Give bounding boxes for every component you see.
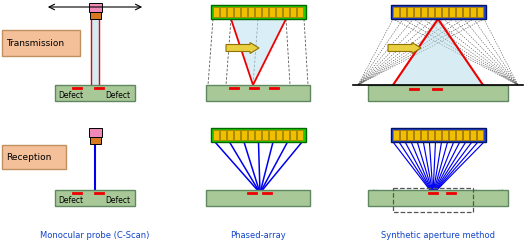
Bar [393, 188, 473, 212]
Bar [262, 7, 268, 17]
Bar [234, 7, 240, 17]
Bar [211, 128, 306, 142]
Bar [456, 130, 462, 140]
Bar [90, 12, 101, 19]
FancyArrow shape [226, 43, 259, 53]
Bar [55, 85, 135, 101]
Bar [391, 128, 486, 142]
Bar [220, 7, 226, 17]
Bar [55, 190, 135, 206]
Bar [283, 7, 289, 17]
Bar [368, 85, 508, 101]
Bar [414, 130, 420, 140]
Bar [206, 85, 310, 101]
Bar [470, 7, 476, 17]
Bar [463, 7, 469, 17]
Bar [421, 130, 427, 140]
Bar [428, 7, 434, 17]
Bar [442, 130, 448, 140]
Bar [414, 7, 420, 17]
Bar [393, 7, 399, 17]
Bar [206, 190, 310, 206]
Bar [463, 130, 469, 140]
Bar [290, 7, 296, 17]
Text: Defect: Defect [105, 90, 130, 99]
Text: Monocular probe (C-Scan): Monocular probe (C-Scan) [40, 231, 149, 240]
Bar [220, 130, 226, 140]
Bar [297, 7, 303, 17]
Bar [407, 130, 413, 140]
Bar [407, 7, 413, 17]
Bar [449, 7, 455, 17]
Bar [89, 128, 102, 137]
Bar [227, 7, 233, 17]
Bar [428, 130, 434, 140]
Bar [276, 130, 282, 140]
Text: Phased-array: Phased-array [230, 231, 286, 240]
Bar [90, 137, 101, 144]
Text: Defect: Defect [105, 196, 130, 205]
Text: Synthetic aperture method: Synthetic aperture method [381, 231, 495, 240]
Bar [241, 7, 247, 17]
Bar [435, 130, 441, 140]
Bar [248, 130, 254, 140]
Bar [255, 130, 261, 140]
Bar [269, 130, 275, 140]
Bar [449, 130, 455, 140]
Bar [276, 7, 282, 17]
Text: Reception: Reception [6, 153, 51, 162]
FancyArrow shape [388, 43, 421, 53]
Bar [2, 30, 80, 56]
Bar [234, 130, 240, 140]
Polygon shape [231, 19, 286, 85]
Polygon shape [393, 19, 483, 85]
Bar [477, 130, 483, 140]
Bar [400, 7, 406, 17]
Bar [435, 7, 441, 17]
Bar [211, 5, 306, 19]
Bar [442, 7, 448, 17]
Bar [393, 130, 399, 140]
Bar [2, 145, 66, 169]
Text: Defect: Defect [58, 196, 83, 205]
Text: Defect: Defect [58, 90, 83, 99]
Bar [456, 7, 462, 17]
Text: Transmission: Transmission [6, 38, 64, 47]
Bar [213, 130, 219, 140]
Bar [421, 7, 427, 17]
Bar [400, 130, 406, 140]
Bar [391, 5, 486, 19]
Bar [262, 130, 268, 140]
Bar [290, 130, 296, 140]
Bar [248, 7, 254, 17]
Bar [227, 130, 233, 140]
Bar [269, 7, 275, 17]
Bar [368, 190, 508, 206]
Bar [241, 130, 247, 140]
Bar [89, 3, 102, 12]
Bar [297, 130, 303, 140]
Bar [283, 130, 289, 140]
Bar [477, 7, 483, 17]
Bar [213, 7, 219, 17]
Bar [470, 130, 476, 140]
Polygon shape [91, 19, 99, 85]
Bar [255, 7, 261, 17]
